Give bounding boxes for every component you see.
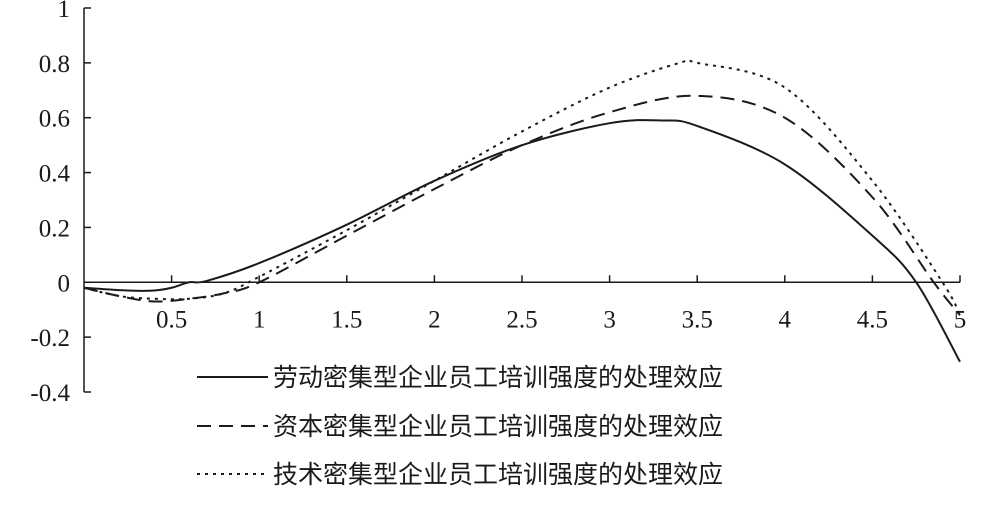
series-lines [83, 58, 961, 363]
series-line-technology-intensive [83, 58, 961, 316]
y-tick-label: -0.2 [30, 325, 70, 352]
x-tick-label: 4.5 [857, 306, 888, 333]
x-tick-label: 4 [779, 306, 792, 333]
series-line-labor-intensive [83, 119, 961, 363]
y-tick-label: 1 [58, 0, 71, 23]
y-tick-label: 0.8 [39, 51, 70, 78]
x-tick-label: 2.5 [506, 306, 537, 333]
legend: 劳动密集型企业员工培训强度的处理效应资本密集型企业员工培训强度的处理效应技术密集… [197, 363, 723, 489]
x-tick-label: 1 [253, 306, 266, 333]
legend-item-labor-intensive: 劳动密集型企业员工培训强度的处理效应 [197, 363, 723, 392]
axes [83, 7, 961, 393]
y-tick-label: 0.2 [39, 215, 70, 242]
x-tick-label: 3.5 [682, 306, 713, 333]
y-tick-label: -0.4 [30, 380, 70, 407]
x-tick-label: 3 [603, 306, 616, 333]
legend-item-technology-intensive: 技术密集型企业员工培训强度的处理效应 [197, 460, 723, 489]
legend-label: 技术密集型企业员工培训强度的处理效应 [273, 460, 723, 489]
y-tick-label: 0.6 [39, 106, 70, 133]
legend-item-capital-intensive: 资本密集型企业员工培训强度的处理效应 [197, 412, 723, 441]
legend-label: 资本密集型企业员工培训强度的处理效应 [273, 412, 723, 441]
y-tick-labels: 1 0.8 0.6 0.4 0.2 0 -0.2 -0.4 [30, 0, 70, 407]
x-tick-label: 2 [428, 306, 441, 333]
series-line-capital-intensive [83, 94, 961, 316]
x-tick-label: 1.5 [331, 306, 362, 333]
x-tick-label: 0.5 [156, 306, 187, 333]
x-tick-labels: 0.5 1 1.5 2 2.5 3 3.5 4 4.5 5 [156, 306, 966, 333]
legend-label: 劳动密集型企业员工培训强度的处理效应 [273, 363, 723, 392]
y-tick-label: 0 [58, 270, 71, 297]
y-tick-label: 0.4 [39, 161, 71, 188]
x-tick-label: 5 [954, 306, 967, 333]
